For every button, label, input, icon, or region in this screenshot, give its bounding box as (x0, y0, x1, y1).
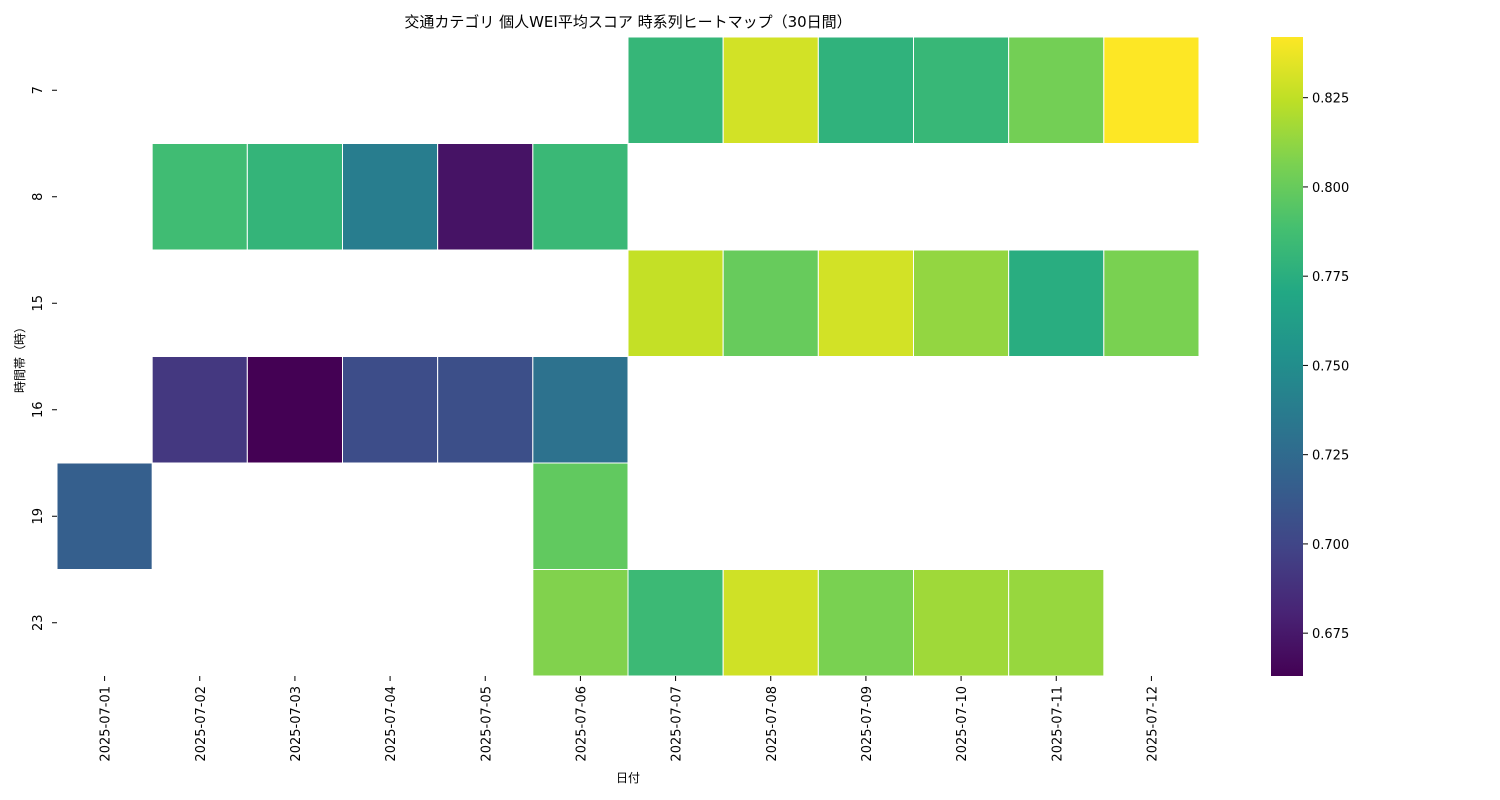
y-tick-label: 15 (31, 295, 46, 312)
x-tick-label: 2025-07-12 (1145, 686, 1160, 762)
heatmap-cell (532, 356, 629, 464)
heatmap-cell (532, 462, 629, 570)
x-tick-label: 2025-07-10 (955, 686, 970, 762)
x-axis-label: 日付 (616, 771, 640, 785)
heatmap-cell (817, 569, 914, 677)
colorbar-tick-label: 0.825 (1312, 92, 1349, 107)
x-tick-label: 2025-07-11 (1050, 686, 1065, 762)
x-tick-label: 2025-07-07 (670, 686, 685, 762)
heatmap-cells (56, 36, 1200, 677)
heatmap-cell (151, 356, 248, 464)
heatmap-cell (722, 249, 819, 357)
y-tick-label: 7 (31, 86, 46, 94)
heatmap-cell (151, 143, 248, 251)
colorbar-tick-label: 0.725 (1312, 449, 1349, 464)
x-tick-label: 2025-07-03 (289, 686, 304, 762)
x-axis-ticks: 2025-07-01 2025-07-02 2025-07-03 2025-07-04… (99, 676, 1160, 762)
x-tick-label: 2025-07-05 (479, 686, 494, 762)
colorbar-tick-label: 0.800 (1312, 181, 1349, 196)
colorbar-tick-label: 0.700 (1312, 538, 1349, 553)
heatmap-cell (1008, 569, 1105, 677)
colorbar-tick-label: 0.750 (1312, 359, 1349, 374)
x-tick-label: 2025-07-09 (860, 686, 875, 762)
y-tick-label: 16 (31, 401, 46, 418)
x-tick-label: 2025-07-06 (574, 686, 589, 762)
x-tick-label: 2025-07-08 (765, 686, 780, 762)
heatmap-cell (627, 569, 724, 677)
heatmap-cell (246, 356, 343, 464)
heatmap-cell (913, 249, 1010, 357)
heatmap-cell (532, 143, 629, 251)
heatmap-cell (627, 36, 724, 144)
heatmap-cell (342, 356, 439, 464)
colorbar (1271, 37, 1303, 676)
y-axis-label: 時間帯（時） (13, 321, 27, 393)
heatmap-cell (627, 249, 724, 357)
y-tick-label: 8 (31, 193, 46, 201)
colorbar-ticks: 0.675 0.700 0.725 0.750 0.775 0.800 0.825 (1303, 92, 1349, 642)
heatmap-cell (437, 356, 534, 464)
heatmap-cell (1103, 36, 1200, 144)
heatmap-cell (1103, 249, 1200, 357)
y-tick-label: 23 (31, 614, 46, 631)
colorbar-tick-label: 0.675 (1312, 627, 1349, 642)
heatmap-cell (342, 143, 439, 251)
heatmap-cell (1008, 36, 1105, 144)
heatmap-cell (437, 143, 534, 251)
x-tick-label: 2025-07-04 (384, 686, 399, 762)
heatmap-cell (1008, 249, 1105, 357)
heatmap-cell (56, 462, 153, 570)
heatmap-cell (817, 249, 914, 357)
heatmap-cell (532, 569, 629, 677)
chart-title: 交通カテゴリ 個人WEI平均スコア 時系列ヒートマップ（30日間） (404, 13, 851, 31)
colorbar-tick-label: 0.775 (1312, 270, 1349, 285)
heatmap-cell (913, 36, 1010, 144)
y-tick-label: 19 (31, 508, 46, 525)
heatmap-cell (722, 569, 819, 677)
heatmap-cell (817, 36, 914, 144)
heatmap-cell (722, 36, 819, 144)
heatmap-cell (913, 569, 1010, 677)
x-tick-label: 2025-07-02 (194, 686, 209, 762)
y-axis-ticks: 7 8 15 16 19 23 (31, 86, 57, 631)
heatmap-cell (246, 143, 343, 251)
x-tick-label: 2025-07-01 (99, 686, 114, 762)
